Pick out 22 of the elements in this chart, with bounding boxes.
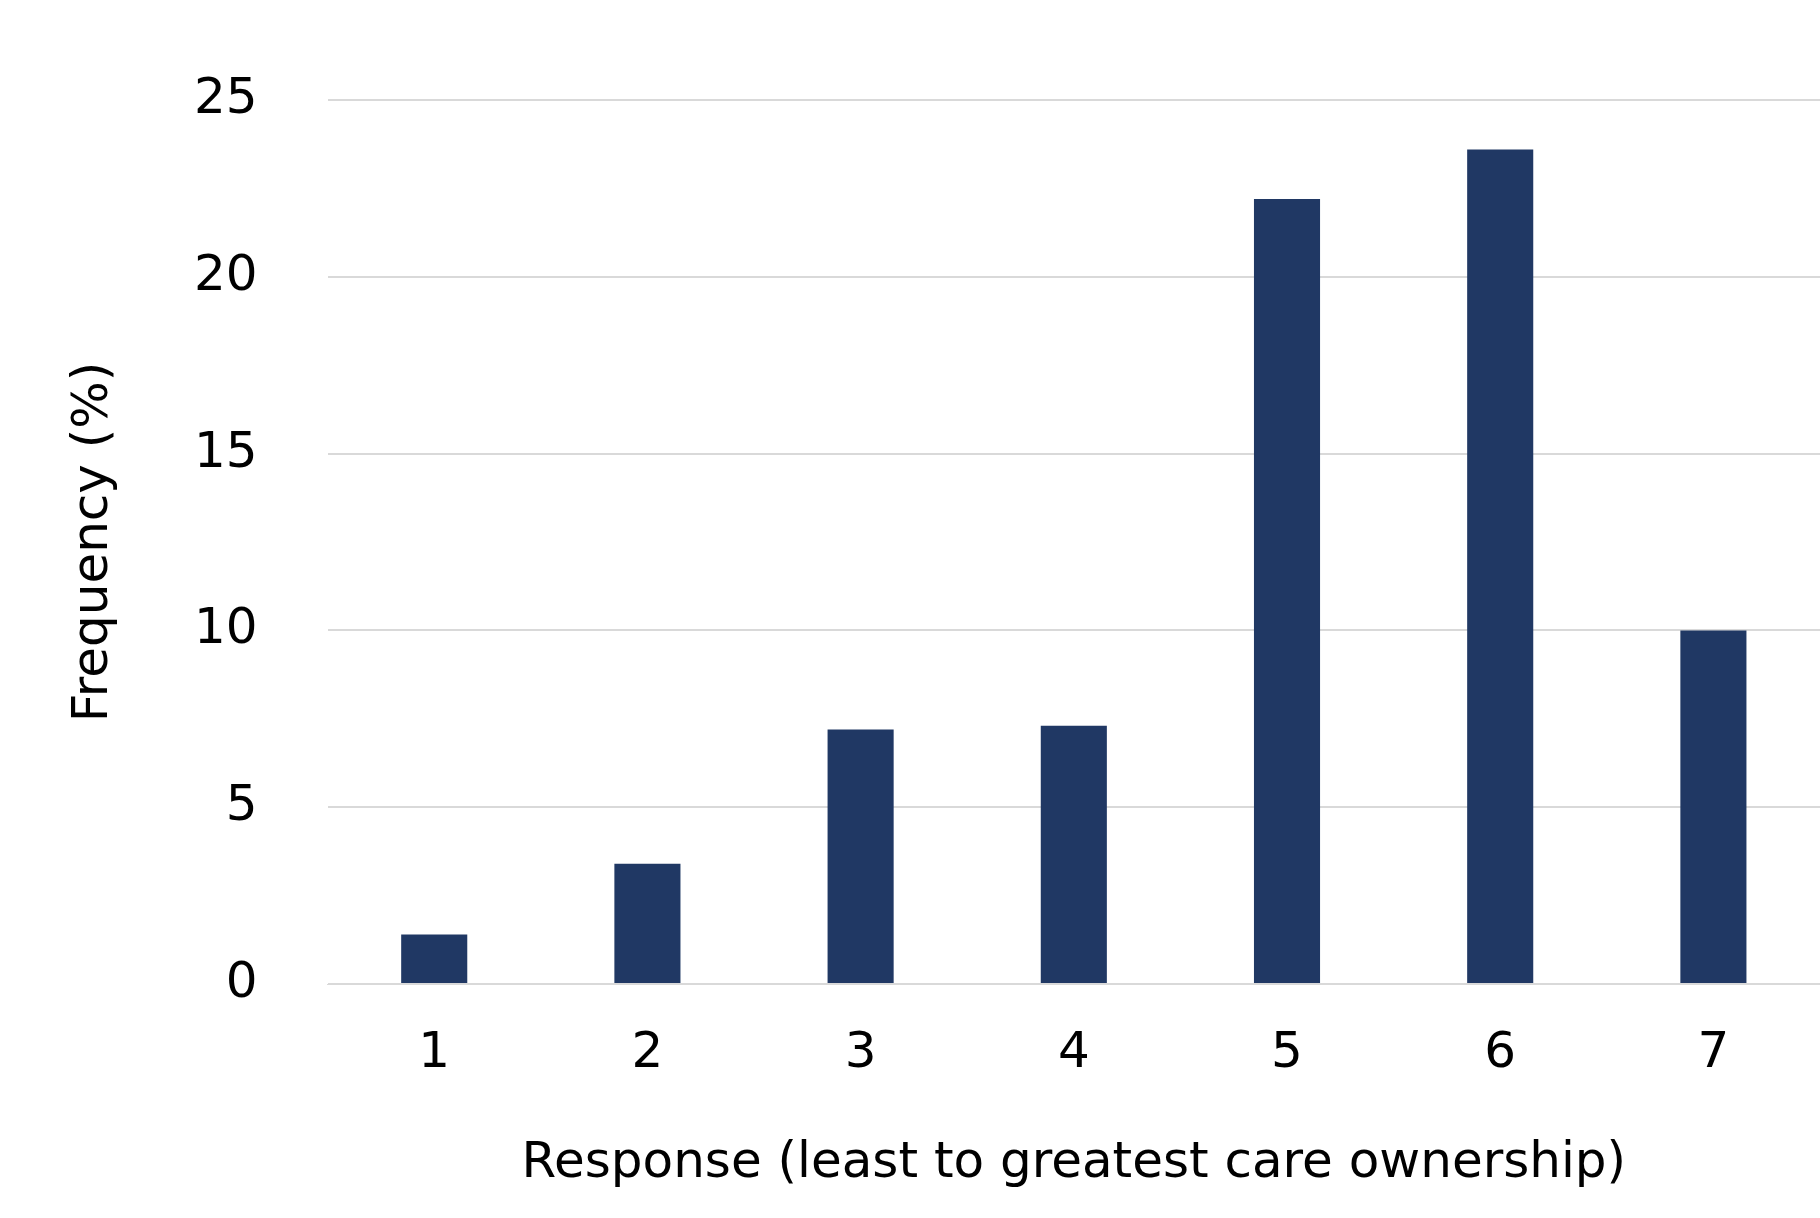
y-axis-title: Frequency (%) <box>60 361 119 723</box>
x-tick-label: 7 <box>1697 1020 1730 1079</box>
bar <box>401 934 468 983</box>
y-tick-label: 0 <box>225 950 258 1009</box>
y-tick-label: 5 <box>225 774 258 833</box>
y-tick-label: 20 <box>194 243 258 302</box>
x-tick-label: 5 <box>1271 1020 1303 1079</box>
x-tick-label: 1 <box>418 1020 451 1079</box>
y-tick-label: 10 <box>194 597 258 656</box>
x-tick-label: 6 <box>1484 1020 1517 1079</box>
x-axis-title: Response (least to greatest care ownership) <box>521 1130 1627 1189</box>
bar <box>1040 725 1107 983</box>
bar <box>1680 630 1747 983</box>
bar <box>614 863 681 983</box>
x-tick-label: 4 <box>1057 1020 1090 1079</box>
bar <box>1467 149 1534 983</box>
y-tick-label: 25 <box>194 66 258 125</box>
y-tick-label: 15 <box>194 420 258 479</box>
x-tick-label: 3 <box>844 1020 877 1079</box>
bar <box>827 729 894 983</box>
x-tick-label: 2 <box>631 1020 664 1079</box>
bar <box>1253 199 1321 983</box>
